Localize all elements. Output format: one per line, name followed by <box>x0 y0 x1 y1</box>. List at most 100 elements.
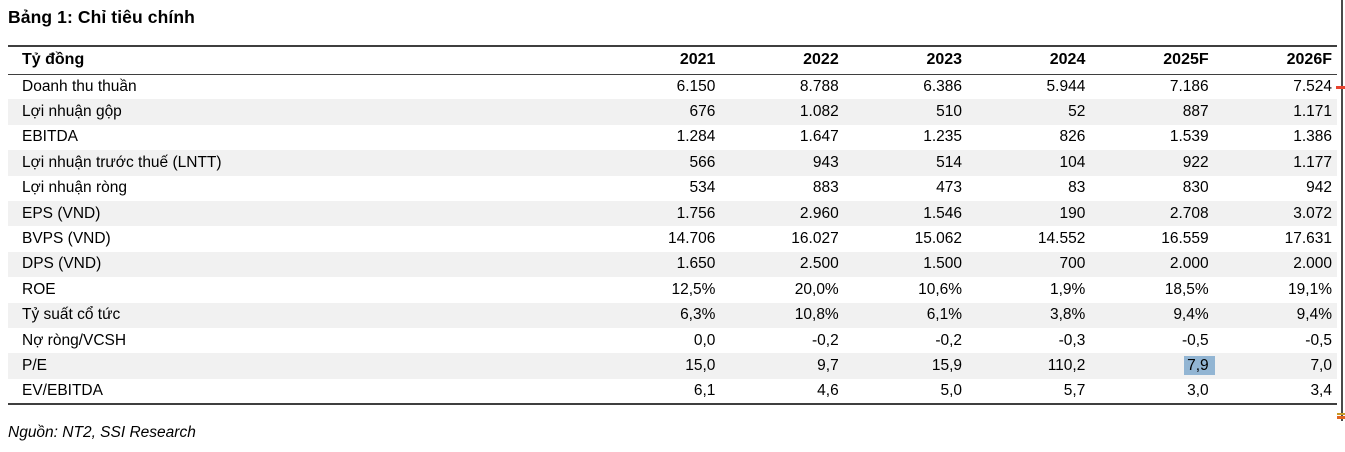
cell-value: 676 <box>689 103 716 121</box>
cell-value: 10,6% <box>918 280 963 298</box>
cell-value: 5,0 <box>940 381 963 399</box>
cell-value: 7,0 <box>1310 356 1332 374</box>
row-label: EV/EBITDA <box>22 381 103 399</box>
cell-value: 1,9% <box>1050 280 1086 298</box>
table-row: Lợi nhuận ròng 534 883 473 83 830 942 <box>8 176 1337 201</box>
row-label: Lợi nhuận trước thuế (LNTT) <box>22 153 222 171</box>
cell-value: 5,7 <box>1063 381 1086 399</box>
cell-value: 1.647 <box>799 128 839 146</box>
table-row: ROE 12,5% 20,0% 10,6% 1,9% 18,5% 19,1% <box>8 277 1337 302</box>
cell-value: 883 <box>812 179 839 197</box>
cell-value: 1.650 <box>676 255 716 273</box>
cell-value: 830 <box>1182 179 1209 197</box>
cell-value: 190 <box>1059 204 1086 222</box>
cell-value: 1.284 <box>676 128 716 146</box>
cell-value: 2.708 <box>1169 204 1209 222</box>
cell-value: 19,1% <box>1288 280 1332 298</box>
cell-value: 2.000 <box>1293 255 1332 273</box>
cell-value: -0,5 <box>1181 331 1209 349</box>
cell-value: 83 <box>1068 179 1086 197</box>
cell-value: 1.546 <box>923 204 963 222</box>
cell-value: 1.539 <box>1169 128 1209 146</box>
cell-value: 16.027 <box>791 230 839 248</box>
cell-value: 8.788 <box>799 77 839 95</box>
cell-value: 20,0% <box>794 280 839 298</box>
cell-value: 6.386 <box>923 77 963 95</box>
cell-value: 15,9 <box>931 356 963 374</box>
cell-value: 943 <box>812 153 839 171</box>
row-label: ROE <box>22 280 56 298</box>
cell-value: 7.524 <box>1293 77 1332 95</box>
cell-value: 16.559 <box>1161 230 1209 248</box>
cell-value: 473 <box>936 179 963 197</box>
cell-value: 14.706 <box>667 230 716 248</box>
row-label: EBITDA <box>22 128 78 146</box>
cell-value: 3,4 <box>1310 381 1332 399</box>
cell-value: 2.500 <box>799 255 839 273</box>
highlighted-cell-value: 7,9 <box>1184 355 1215 375</box>
column-header-2024: 2024 <box>967 46 1091 75</box>
table-row: Doanh thu thuần 6.150 8.788 6.386 5.944 7.186… <box>8 74 1337 99</box>
row-label: Lợi nhuận gộp <box>22 103 122 121</box>
cell-value: 887 <box>1182 103 1209 121</box>
cell-value: 15.062 <box>914 230 963 248</box>
cell-value: 510 <box>936 103 963 121</box>
table-row: EBITDA 1.284 1.647 1.235 826 1.539 1.386 <box>8 125 1337 150</box>
row-label: DPS (VND) <box>22 255 102 273</box>
cell-value: -0,3 <box>1058 331 1086 349</box>
cell-value: 104 <box>1059 153 1086 171</box>
unit-header: Tỷ đồng <box>8 46 598 75</box>
cell-value: 18,5% <box>1164 280 1209 298</box>
row-label: Tỷ suất cổ tức <box>22 306 121 324</box>
cell-value: 5.944 <box>1046 77 1086 95</box>
row-label: EPS (VND) <box>22 204 101 222</box>
cell-value: 12,5% <box>671 280 716 298</box>
cell-value: 17.631 <box>1284 230 1332 248</box>
cell-value: 14.552 <box>1037 230 1086 248</box>
source-note: Nguồn: NT2, SSI Research <box>8 424 196 441</box>
column-header-2021: 2021 <box>597 46 721 75</box>
row-label: Doanh thu thuần <box>22 77 137 95</box>
table-row: Lợi nhuận gộp 676 1.082 510 52 887 1.171 <box>8 99 1337 125</box>
table-header-row: Tỷ đồng 2021 2022 2023 2024 2025F 2026F <box>8 46 1337 75</box>
cell-value: 1.082 <box>799 103 839 121</box>
table-row: Lợi nhuận trước thuế (LNTT) 566 943 514 104 9… <box>8 150 1337 176</box>
equals-mark-icon <box>1337 413 1345 419</box>
cell-value: 514 <box>936 153 963 171</box>
cell-value: 15,0 <box>685 356 716 374</box>
cell-value: 2.000 <box>1169 255 1209 273</box>
cell-value: 566 <box>689 153 716 171</box>
cell-value: 2.960 <box>799 204 839 222</box>
cell-value: 52 <box>1068 103 1086 121</box>
table-row: EV/EBITDA 6,1 4,6 5,0 5,7 3,0 3,4 <box>8 379 1337 404</box>
cell-value: 3,8% <box>1050 306 1086 324</box>
table-row: EPS (VND) 1.756 2.960 1.546 190 2.708 3.072 <box>8 200 1337 227</box>
table-row: P/E 15,0 9,7 15,9 110,2 7,9 7,0 <box>8 353 1337 379</box>
table-row: Tỷ suất cổ tức 6,3% 10,8% 6,1% 3,8% 9,4% 9,4% <box>8 302 1337 328</box>
cell-value: 922 <box>1182 153 1209 171</box>
cell-value: 3,0 <box>1187 381 1209 399</box>
cell-value: 534 <box>689 179 716 197</box>
cell-value: 0,0 <box>693 331 716 349</box>
column-header-2023: 2023 <box>843 46 968 75</box>
cell-value: 9,4% <box>1173 306 1209 324</box>
cell-value: 9,7 <box>817 356 839 374</box>
cell-value: 1.235 <box>923 128 963 146</box>
cell-value: 1.756 <box>676 204 716 222</box>
cell-value: -0,5 <box>1305 331 1332 349</box>
cell-value: 3.072 <box>1293 204 1332 222</box>
cell-value: 1.500 <box>923 255 963 273</box>
row-label: BVPS (VND) <box>22 230 111 248</box>
cell-value: 7,9 <box>1090 353 1215 378</box>
cell-value: 10,8% <box>794 306 839 324</box>
row-label: Nợ ròng/VCSH <box>22 331 127 349</box>
column-header-2025f: 2025F <box>1090 46 1214 75</box>
cell-value: 6.150 <box>676 77 716 95</box>
cell-value: -0,2 <box>935 331 963 349</box>
cell-value: 6,1 <box>693 381 716 399</box>
cell-value: 9,4% <box>1296 306 1332 324</box>
key-metrics-table: Tỷ đồng 2021 2022 2023 2024 2025F 2026F … <box>8 45 1337 406</box>
row-label: P/E <box>22 356 47 374</box>
cell-value: 110,2 <box>1047 356 1086 374</box>
